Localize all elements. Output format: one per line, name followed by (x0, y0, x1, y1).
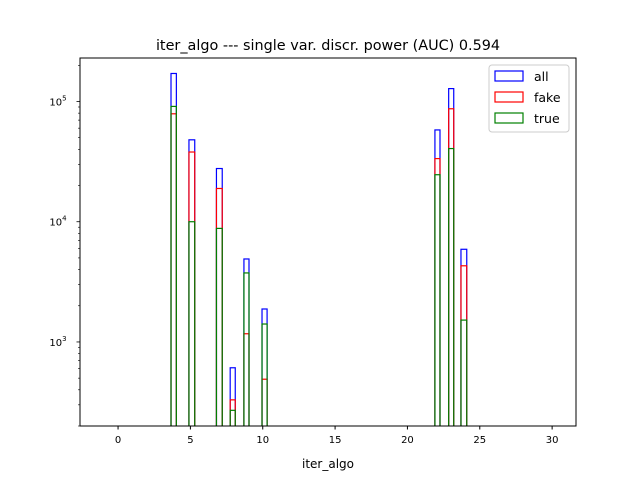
bars-layer (170, 72, 468, 426)
legend-label-all: all (534, 69, 549, 84)
bar-true-6 (434, 174, 441, 426)
bar-fake-5 (261, 378, 268, 426)
y-tick-label: 104 (49, 215, 67, 229)
x-tick-label: 20 (401, 435, 414, 446)
bar-true-3 (229, 409, 236, 426)
bar-true-2 (215, 227, 223, 426)
bar-true-1 (188, 221, 196, 426)
x-tick-label: 10 (256, 435, 269, 446)
bar-true-5 (261, 323, 268, 426)
legend-swatch-true (494, 112, 524, 124)
x-axis-label: iter_algo (302, 457, 354, 471)
x-tick-label: 30 (546, 435, 559, 446)
legend-swatch-fake (494, 91, 524, 103)
bar-fake-0 (170, 113, 177, 426)
y-tick-label: 103 (49, 335, 66, 349)
bar-fake-8 (460, 265, 468, 426)
y-axis: 103 104 105 (49, 64, 80, 427)
legend-label-fake: fake (534, 90, 561, 105)
x-tick-label: 5 (187, 435, 193, 446)
bar-fake-4 (243, 333, 250, 426)
bar-all-4 (243, 258, 250, 426)
bar-true-0 (170, 105, 177, 426)
y-tick-label: 105 (49, 94, 66, 108)
x-tick-label: 25 (473, 435, 486, 446)
bar-all-2 (215, 167, 223, 426)
bar-all-7 (448, 88, 455, 426)
legend-label-true: true (534, 111, 560, 126)
legend-swatch-all (494, 70, 524, 82)
bar-fake-2 (215, 187, 223, 426)
bar-true-7 (448, 147, 455, 426)
bar-true-8 (460, 319, 468, 426)
chart-title: iter_algo --- single var. discr. power (… (156, 38, 500, 54)
bar-all-5 (261, 308, 268, 426)
x-tick-label: 0 (115, 435, 121, 446)
bar-all-0 (170, 72, 177, 426)
bar-fake-6 (434, 157, 441, 426)
bar-true-4 (243, 272, 250, 426)
bar-all-1 (188, 139, 196, 426)
bar-fake-1 (188, 151, 196, 426)
x-axis: 0 5 10 15 20 25 30 (115, 426, 559, 446)
x-tick-label: 15 (329, 435, 342, 446)
axes-frame (79, 57, 577, 427)
bar-all-8 (460, 248, 468, 426)
legend: all fake true (488, 64, 570, 133)
bar-fake-7 (448, 108, 455, 426)
